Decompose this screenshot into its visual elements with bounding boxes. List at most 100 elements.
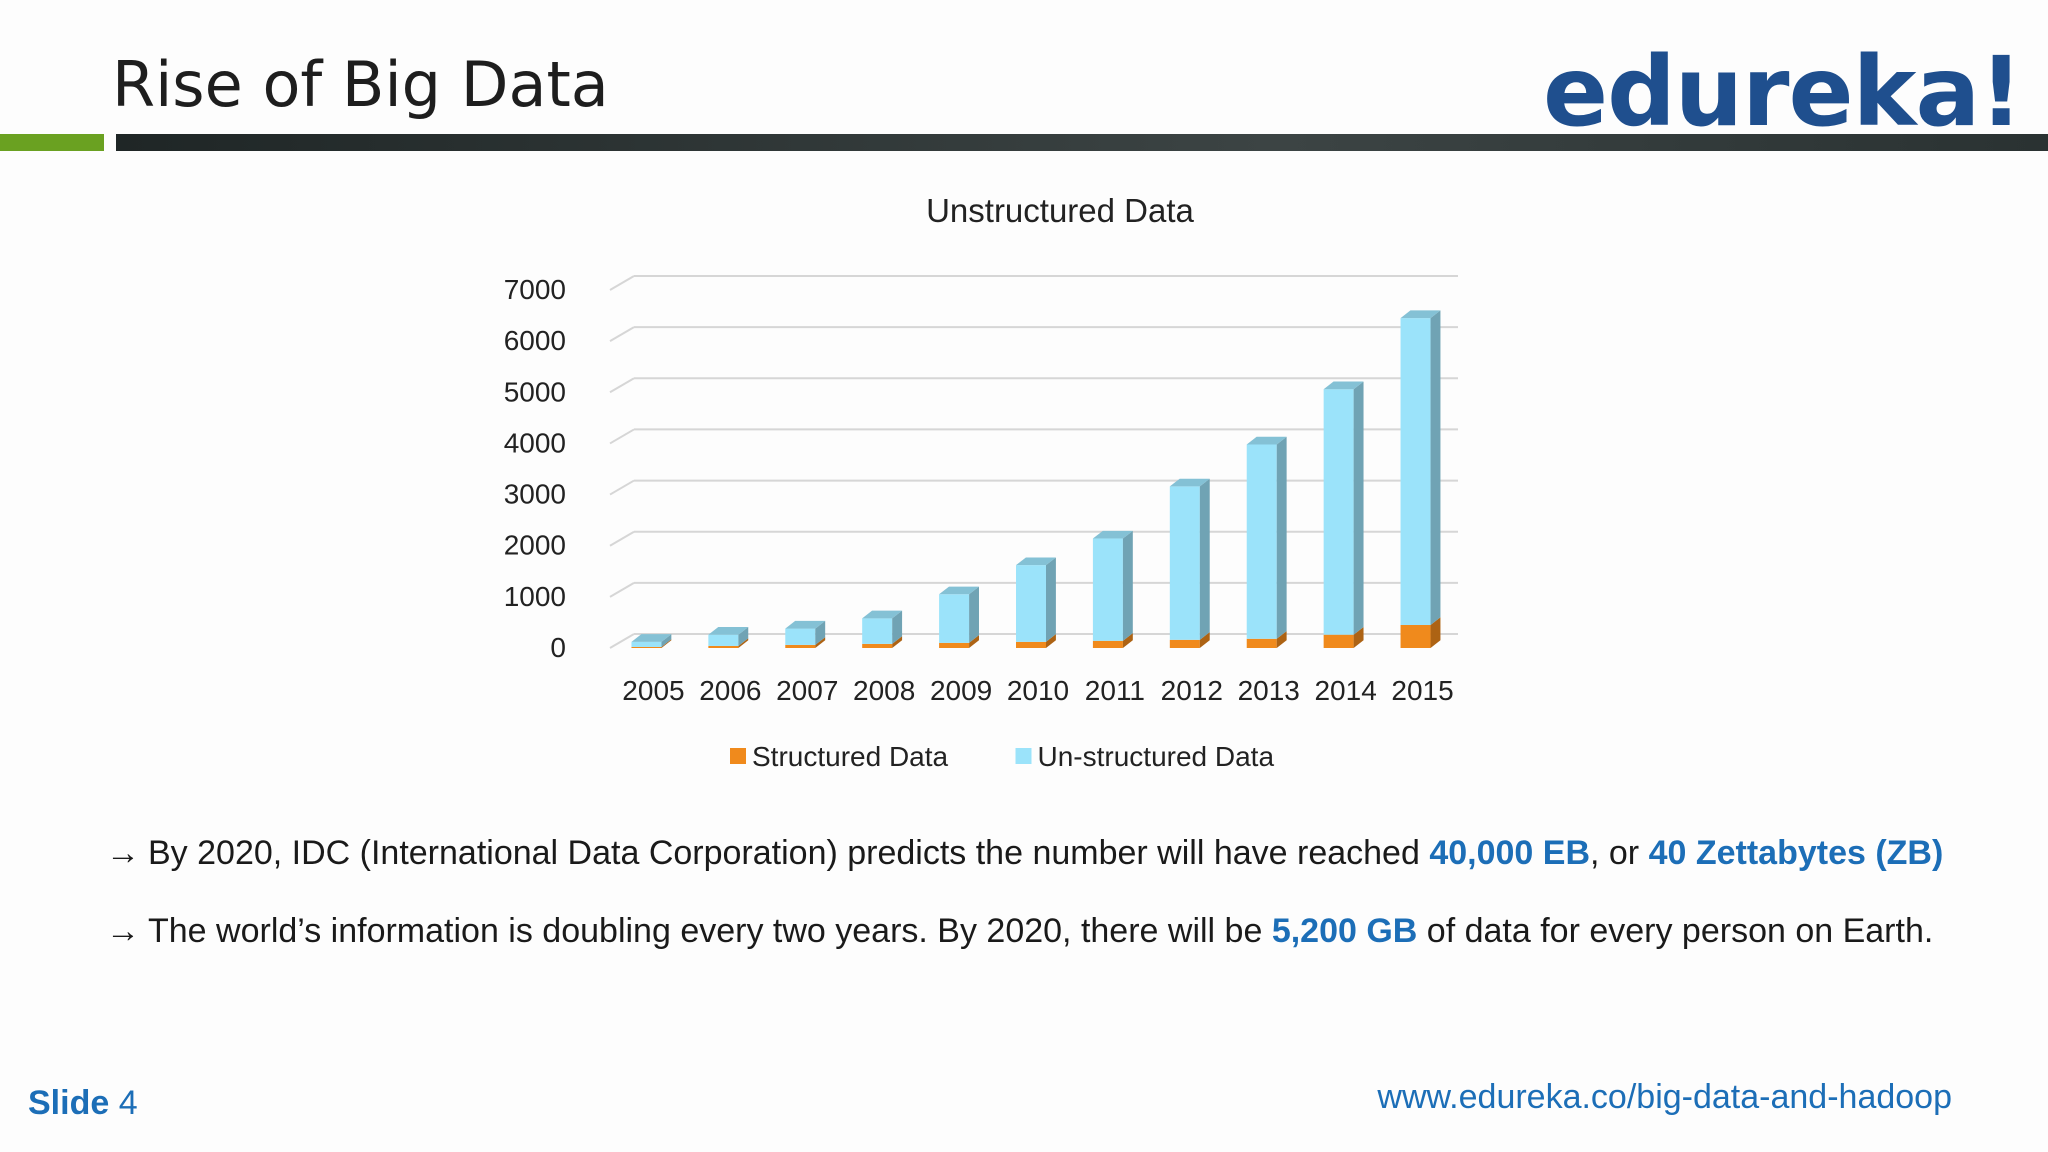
x-axis-ticks: 2005 2006 2007 2008 2009 2010 2011 2012 2013 2014… (622, 675, 1453, 706)
bar-side (1046, 557, 1056, 642)
unstructured-bar-2006 (708, 627, 749, 646)
bar-top (862, 610, 903, 619)
unstructured-bar-2011 (1092, 530, 1133, 641)
bar-side (1122, 633, 1133, 648)
bar-front (785, 644, 816, 648)
y-tick-label: 7000 (504, 274, 566, 305)
bullet-text: The world’s information is doubling ever… (148, 912, 1272, 950)
bar-side (969, 635, 979, 648)
x-tick-label: 2009 (930, 675, 992, 706)
structured-bar-2014 (1323, 627, 1364, 648)
x-tick-label: 2008 (853, 675, 915, 706)
unstructured-bar-2007 (785, 620, 826, 645)
bar-top (1246, 436, 1287, 445)
bar-side (1276, 631, 1287, 648)
bar-side (661, 639, 672, 648)
structured-bar-2005 (631, 639, 672, 648)
bar-front (1323, 389, 1354, 635)
bar-front (1169, 639, 1200, 648)
legend-swatch (1015, 748, 1032, 764)
gridline-diagonal (609, 428, 635, 445)
bar-top (939, 586, 979, 595)
bar-front (708, 645, 739, 648)
structured-bar-2010 (1016, 634, 1056, 648)
y-tick-label: 0 (550, 632, 566, 663)
y-tick-label: 6000 (504, 325, 566, 356)
legend-label: Un-structured Data (1038, 741, 1275, 772)
legend-item-0: Structured Data (730, 741, 949, 772)
bar-side (1276, 436, 1287, 639)
y-tick-label: 5000 (504, 376, 566, 407)
x-tick-label: 2015 (1391, 675, 1453, 706)
legend-swatch (730, 748, 746, 764)
bullet-idc-prediction: → By 2020, IDC (International Data Corpo… (106, 832, 2006, 874)
x-tick-label: 2011 (1085, 675, 1145, 706)
bar-front (939, 594, 970, 643)
bar-top (785, 620, 826, 629)
bar-side (1199, 632, 1210, 648)
title-accent-bar (0, 134, 104, 151)
stacked-bar-chart: Unstructured Data 0 1000 2000 3000 4000 5000 6… (504, 192, 1458, 772)
gridline-diagonal (609, 326, 635, 343)
bar-front (1092, 538, 1123, 641)
legend-item-1: Un-structured Data (1015, 741, 1275, 772)
slide-title: Rise of Big Data (112, 48, 609, 121)
bar-front (939, 642, 970, 648)
y-tick-label: 1000 (504, 581, 566, 612)
highlight-value: 40,000 EB (1429, 834, 1590, 872)
gridline-diagonal (609, 581, 635, 598)
bar-side (1353, 381, 1364, 635)
structured-bar-2009 (939, 635, 979, 648)
bar-front (1016, 641, 1046, 648)
chart-legend: Structured Data Un-structured Data (730, 741, 1274, 772)
bar-front (1169, 486, 1200, 640)
bullet-doubling: → The world’s information is doubling ev… (106, 910, 2006, 952)
bar-side (1430, 310, 1441, 625)
bar-front (862, 618, 893, 644)
unstructured-bar-2008 (862, 610, 903, 644)
bar-front (1400, 318, 1431, 625)
gridline-diagonal (609, 530, 635, 547)
x-tick-label: 2010 (1007, 675, 1069, 706)
bar-side (1353, 627, 1364, 648)
footer-url-link[interactable]: www.edureka.co/big-data-and-hadoop (1377, 1078, 1952, 1116)
bar-front (1246, 638, 1277, 648)
bar-side (1046, 634, 1056, 648)
bar-top (1016, 557, 1056, 566)
highlight-value: 40 Zettabytes (ZB) (1648, 834, 1944, 872)
x-tick-label: 2005 (622, 675, 684, 706)
highlight-value: 5,200 GB (1271, 912, 1418, 950)
x-tick-label: 2014 (1314, 675, 1376, 706)
x-tick-label: 2007 (776, 675, 838, 706)
bar-side (969, 586, 979, 643)
y-axis-ticks: 0 1000 2000 3000 4000 5000 6000 7000 (504, 274, 566, 663)
bar-front (1092, 640, 1123, 648)
bar-side (892, 636, 903, 648)
arrow-icon: → (106, 912, 140, 950)
bar-side (738, 627, 749, 646)
bar-front (1016, 565, 1046, 642)
bar-top (1092, 530, 1133, 539)
x-tick-label: 2012 (1161, 675, 1223, 706)
bar-front (1246, 444, 1277, 639)
unstructured-bar-2009 (939, 586, 979, 643)
edureka-logo: edureka! (1542, 36, 2023, 148)
bar-front (631, 641, 662, 647)
bar-front (631, 646, 662, 648)
unstructured-bar-2010 (1016, 557, 1056, 642)
slide-number: Slide 4 (28, 1084, 138, 1123)
bar-side (815, 620, 826, 645)
bar-front (708, 634, 739, 646)
bullet-text: , or (1590, 834, 1649, 872)
bar-top (631, 634, 672, 642)
unstructured-bar-2014 (1323, 381, 1364, 635)
gridline-diagonal (609, 479, 635, 496)
bullet-text: By 2020, IDC (International Data Corpora… (148, 834, 1430, 872)
bar-top (1400, 310, 1441, 319)
structured-bar-2015 (1400, 617, 1441, 648)
unstructured-bar-2015 (1400, 310, 1441, 625)
unstructured-bar-2012 (1169, 478, 1210, 640)
title-divider-bar (116, 134, 2048, 151)
chart-title: Unstructured Data (926, 192, 1194, 229)
bar-side (738, 638, 749, 648)
